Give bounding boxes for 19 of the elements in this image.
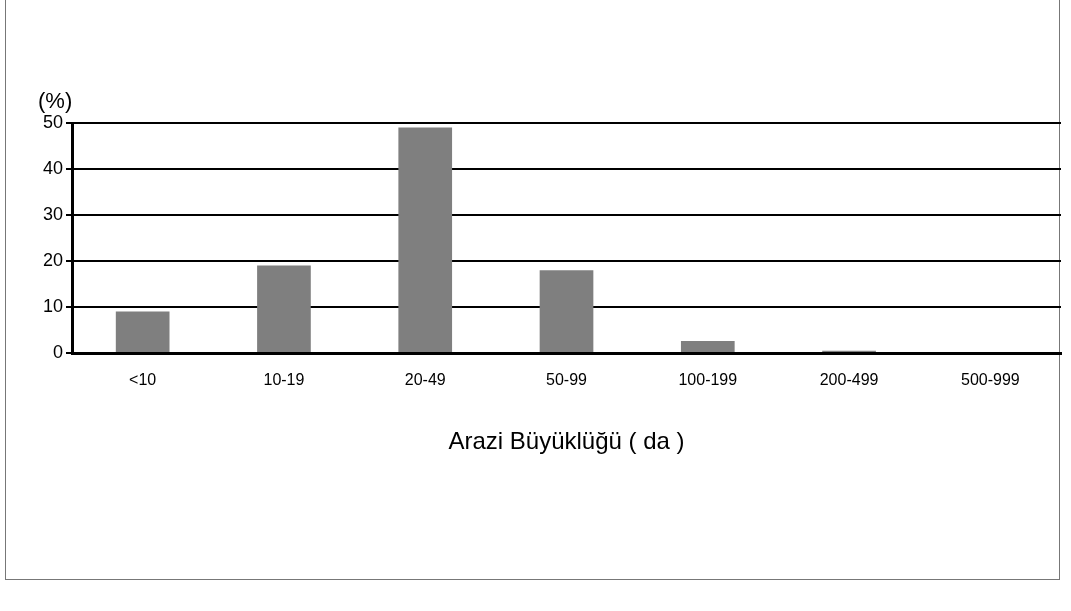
bar — [539, 270, 594, 352]
y-tick-label: 20 — [42, 249, 64, 270]
x-tick-label: 100-199 — [678, 371, 738, 389]
x-tick-label: 20-49 — [404, 371, 446, 389]
bar — [398, 127, 453, 352]
x-axis-title: Arazi Büyüklüğü ( da ) — [448, 427, 685, 455]
x-tick-label: 50-99 — [546, 371, 588, 389]
x-tick-label: <10 — [129, 371, 157, 389]
bar — [680, 341, 735, 352]
y-axis-title: (%) — [38, 88, 73, 114]
bar — [115, 311, 170, 352]
x-tick-label: 500-999 — [961, 371, 1020, 389]
x-tick-label: 200-499 — [819, 371, 879, 389]
y-tick-label: 40 — [42, 157, 64, 178]
bar — [257, 265, 311, 352]
y-tick-label: 30 — [42, 203, 64, 224]
x-tick-label: 10-19 — [263, 371, 305, 389]
y-tick-label: 10 — [42, 295, 64, 316]
y-tick-label: 0 — [53, 341, 64, 362]
